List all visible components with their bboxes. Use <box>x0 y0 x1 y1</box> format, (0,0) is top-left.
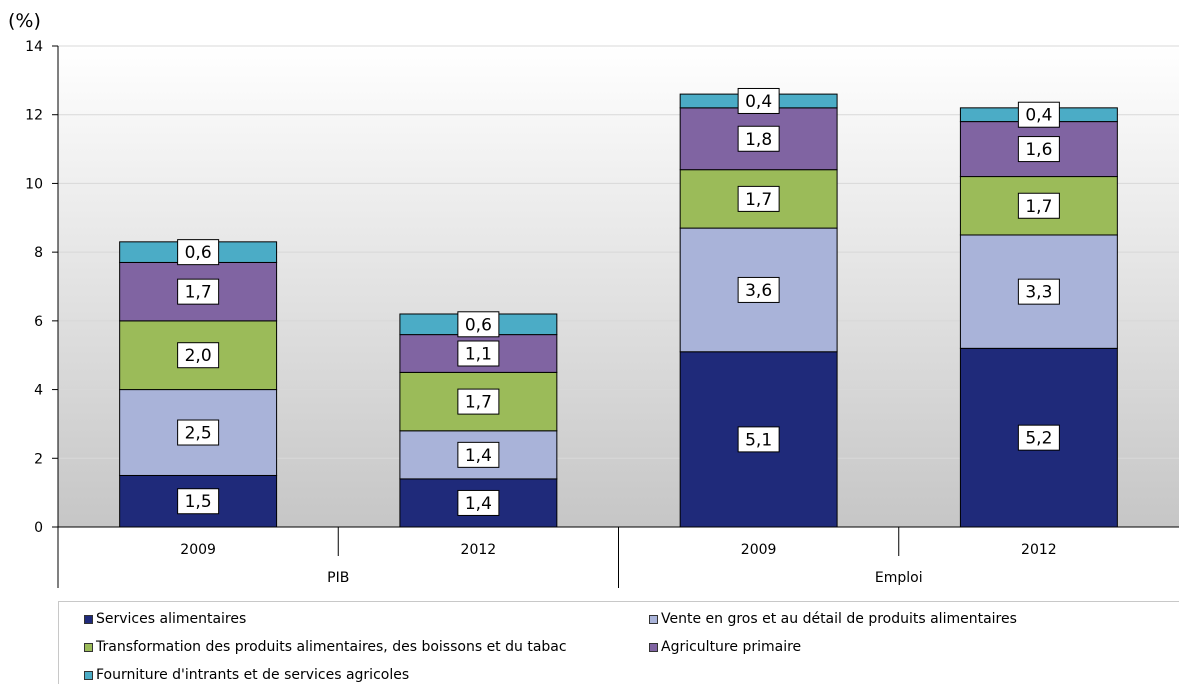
bar-segment-services <box>399 478 558 528</box>
axes: 0 2 4 6 8 10 12 14 2009 2012 2009 2012 PIB Emploi <box>25 39 1179 588</box>
data-label: 1,8 <box>745 130 772 150</box>
legend-swatch-transformation <box>84 642 93 652</box>
y-axis-label: (%) <box>8 10 41 32</box>
legend-label-fourniture: Fourniture d'intrants et de services agr… <box>96 667 410 683</box>
data-label-box <box>177 278 220 305</box>
group-label: PIB <box>327 570 349 586</box>
data-labels: 1,5 2,5 2,0 1,7 0,6 1,4 1,4 1,7 1,1 0,6 5,1 3,6 1,7 1… <box>177 87 1060 516</box>
data-label-box <box>177 488 220 515</box>
data-label: 1,4 <box>465 494 492 514</box>
data-label: 1,7 <box>745 190 772 210</box>
data-label-box <box>457 489 500 516</box>
data-label: 1,7 <box>185 283 212 303</box>
legend-swatch-fourniture <box>84 670 93 680</box>
data-label: 1,6 <box>1025 140 1052 160</box>
data-label-box <box>737 426 780 453</box>
data-label-box <box>1017 278 1060 305</box>
data-label: 3,6 <box>745 281 772 301</box>
data-label-box <box>457 388 500 415</box>
legend-label-services: Services alimentaires <box>96 611 247 627</box>
y-tick-label: 0 <box>34 520 43 536</box>
data-label-box <box>457 441 500 468</box>
legend-swatch-agriculture <box>649 642 658 652</box>
legend-label-agriculture: Agriculture primaire <box>661 639 802 655</box>
y-tick-label: 4 <box>34 383 43 399</box>
legend-item-vente: Vente en gros et au détail de produits a… <box>649 610 1017 628</box>
data-label-box <box>177 419 220 446</box>
legend-label-transformation: Transformation des produits alimentaires… <box>96 639 567 655</box>
data-label: 1,1 <box>465 344 492 364</box>
data-label-box <box>1017 192 1060 219</box>
data-label-box <box>457 340 500 367</box>
data-label: 0,6 <box>185 243 212 263</box>
data-label: 3,3 <box>1025 283 1052 303</box>
data-label: 1,7 <box>1025 197 1052 217</box>
y-tick-label: 14 <box>25 39 43 55</box>
data-label: 2,5 <box>185 424 212 444</box>
data-label: 1,4 <box>465 446 492 466</box>
data-label: 0,4 <box>745 92 772 112</box>
data-label: 1,7 <box>465 393 492 413</box>
y-tick-label: 8 <box>34 245 43 261</box>
y-tick-label: 12 <box>25 108 43 124</box>
x-tick-label: 2012 <box>1021 542 1057 558</box>
legend-item-services: Services alimentaires <box>84 610 246 628</box>
y-tick-label: 10 <box>25 176 43 192</box>
legend-item-fourniture: Fourniture d'intrants et de services agr… <box>84 666 409 684</box>
data-label: 5,1 <box>745 430 772 450</box>
legend-label-vente: Vente en gros et au détail de produits a… <box>661 611 1017 627</box>
x-tick-label: 2012 <box>461 542 497 558</box>
data-label: 1,5 <box>185 492 212 512</box>
x-tick-label: 2009 <box>741 542 777 558</box>
legend: Services alimentaires Vente en gros et a… <box>58 601 1179 684</box>
data-label-box <box>737 125 780 152</box>
data-label-box <box>457 311 500 338</box>
data-label: 5,2 <box>1025 429 1052 449</box>
data-label-box <box>1017 424 1060 451</box>
y-tick-label: 2 <box>34 451 43 467</box>
group-label: Emploi <box>875 570 923 586</box>
legend-item-transformation: Transformation des produits alimentaires… <box>84 638 567 656</box>
data-label: 2,0 <box>185 346 212 366</box>
bar-segment-agriculture <box>959 121 1118 178</box>
data-label-box <box>177 342 220 369</box>
data-label-box <box>737 87 780 114</box>
data-label-box <box>177 239 220 266</box>
legend-item-agriculture: Agriculture primaire <box>649 638 801 656</box>
data-label-box <box>1017 101 1060 128</box>
data-label-box <box>1017 136 1060 163</box>
legend-swatch-vente <box>649 614 658 624</box>
data-label-box <box>737 185 780 212</box>
data-label: 0,4 <box>1025 106 1052 126</box>
y-tick-label: 6 <box>34 314 43 330</box>
data-label-box <box>737 276 780 303</box>
data-label: 0,6 <box>465 315 492 335</box>
x-tick-label: 2009 <box>180 542 216 558</box>
legend-swatch-services <box>84 614 93 624</box>
